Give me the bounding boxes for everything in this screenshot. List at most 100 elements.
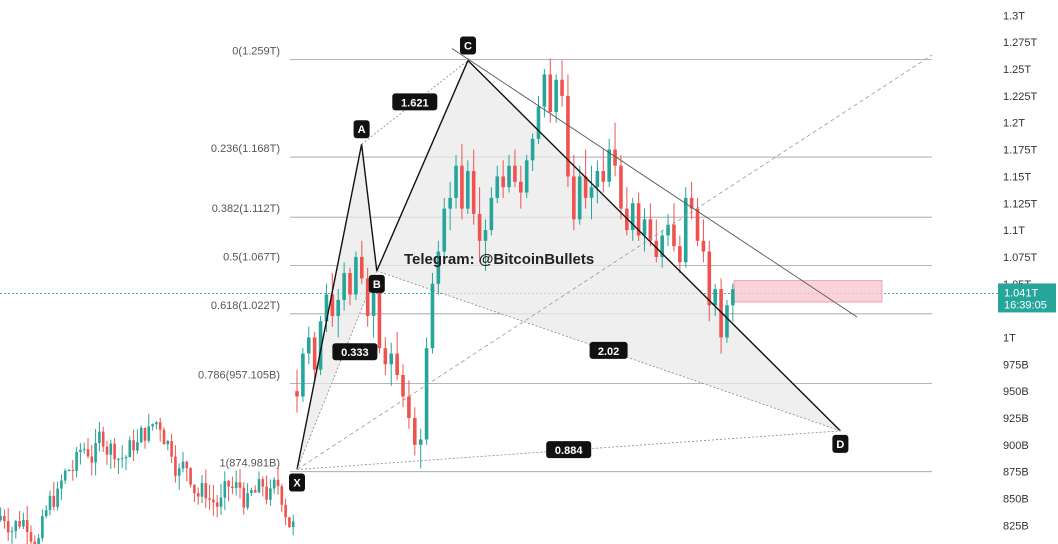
ratio-label: 1.621 [401,97,429,109]
candle-body [536,106,541,139]
candle-body [155,422,158,425]
candle-body [731,289,735,306]
fib-label: 0.786(957.105B) [198,370,280,382]
candle-body [666,224,670,236]
price-axis-tick: 1.2T [1003,118,1025,130]
candle-body [185,461,189,469]
candle-body [10,531,14,533]
candle-body [654,240,659,257]
candle-body [312,337,317,370]
candle-body [501,176,505,188]
candle-body [495,176,500,198]
candle-body [33,541,37,544]
candle-body [554,79,558,112]
candle-body [227,480,230,487]
ratio-badge [589,341,628,359]
watermark-text: Telegram: @BitcoinBullets [404,251,594,268]
candle-body [22,519,25,527]
candle-body [151,424,154,427]
candlesticks [0,58,735,544]
pattern-point-label: B [373,279,381,291]
candle-body [318,321,323,370]
price-axis-tick: 1T [1003,332,1016,344]
candle-body [166,441,170,445]
candle-body [120,458,124,460]
candle-body [269,488,272,500]
candle-body [436,251,441,284]
candle-body [132,440,135,451]
candle-body [170,441,173,457]
candle-body [713,289,717,306]
price-axis-tick: 825B [1003,520,1029,532]
pattern-point-marker [353,120,370,139]
countdown-label: 16:39:05 [1004,299,1047,311]
candle-body [246,493,249,508]
candle-body [636,203,641,236]
candle-body [117,459,120,461]
candle-body [595,171,600,188]
candle-body [219,497,223,507]
price-axis-tick: 950B [1003,386,1029,398]
candle-body [678,246,682,263]
pattern-point-label: A [358,124,366,136]
ratio-label: 2.02 [598,346,619,358]
candle-body [418,439,423,445]
candle-body [530,138,535,161]
candle-body [181,461,185,469]
pattern-leg [376,60,469,272]
candle-body [589,187,594,198]
candle-body [231,486,234,488]
price-axis-tick: 975B [1003,359,1029,371]
candle-body [139,427,143,443]
fib-label: 0.382(1.112T) [212,203,280,215]
candle-body [276,479,280,487]
candle-body [460,165,464,209]
pattern-point-label: X [293,478,301,490]
candle-body [147,426,151,441]
candle-body [284,504,287,518]
candle-body [200,483,204,497]
candle-body [324,294,329,322]
candle-body [424,348,429,440]
candle-body [29,532,33,542]
candle-body [607,149,611,182]
candle-body [583,176,588,198]
ratio-badge [392,93,438,111]
candle-body [288,517,291,527]
candle-body [124,457,128,459]
candle-body [109,443,113,455]
candle-body [0,516,2,520]
candle-body [212,499,215,503]
candle-body [253,490,257,493]
candle-body [25,519,29,533]
price-axis-tick: 875B [1003,467,1029,479]
candle-body [725,305,729,338]
ratio-label: 0.333 [341,347,369,359]
candle-body [566,95,570,177]
candle-body [342,273,346,300]
candle-body [60,480,63,489]
candle-body [6,521,10,533]
candle-body [542,74,547,107]
candle-body [86,449,90,457]
candle-body [371,289,376,316]
candle-body [395,353,399,376]
price-axis-tick: 900B [1003,440,1029,452]
candle-body [272,479,276,489]
candle-body [3,516,6,522]
pattern-point-marker [832,434,849,453]
candle-body [101,431,105,447]
candle-body [471,171,476,214]
ratio-connector [361,60,469,145]
candle-body [18,521,21,527]
candle-body [701,240,706,252]
candle-body [265,486,268,500]
ratio-badge [332,343,378,361]
candle-body [619,165,623,209]
candle-body [442,208,447,252]
candle-body [261,479,265,487]
candle-body [196,493,200,497]
candle-body [519,181,523,193]
price-axis-tick: 1.15T [1003,171,1031,183]
